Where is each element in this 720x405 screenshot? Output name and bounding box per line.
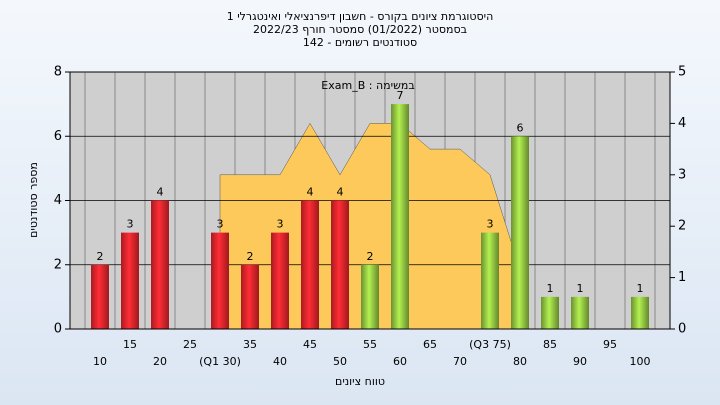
value-label: 3 [487, 218, 494, 231]
x-tick-label: 90 [573, 355, 587, 368]
y2-tick-label: 1 [678, 270, 686, 285]
x-tick-label: 10 [93, 355, 107, 368]
value-label: 1 [637, 282, 644, 295]
x-tick-label: 60 [393, 355, 407, 368]
bar [331, 200, 349, 329]
bar [91, 264, 109, 329]
bar [151, 200, 169, 329]
value-label: 3 [277, 218, 284, 231]
y2-tick-label: 0 [678, 322, 686, 337]
y-tick-label: 4 [54, 193, 62, 208]
x-tick-label: 35 [243, 338, 257, 351]
title-line: בסמסטר (01/2022) סמסטר חורף 2022/23 [253, 23, 467, 36]
value-label: 6 [517, 121, 524, 134]
value-label: 2 [367, 250, 374, 263]
bar [211, 232, 229, 329]
bar [481, 232, 499, 329]
y-tick-label: 6 [54, 129, 62, 144]
value-label: 4 [157, 186, 164, 199]
x-tick-label: 80 [513, 355, 527, 368]
x-tick-label: (Q3 75) [469, 338, 511, 351]
value-label: 3 [217, 218, 224, 231]
y-tick-label: 0 [54, 322, 62, 337]
value-label: 2 [97, 250, 104, 263]
y2-tick-label: 3 [678, 167, 686, 182]
value-label: 3 [127, 218, 134, 231]
bar [631, 296, 649, 329]
y-tick-label: 2 [54, 257, 62, 272]
x-tick-label: 55 [363, 338, 377, 351]
x-tick-label: (Q1 30) [199, 355, 241, 368]
x-tick-label: 100 [630, 355, 651, 368]
x-tick-label: 65 [423, 338, 437, 351]
annotation: Exam_B : במשימה [321, 79, 414, 92]
bar [121, 232, 139, 329]
x-tick-label: 40 [273, 355, 287, 368]
bar [241, 264, 259, 329]
x-tick-label: 70 [453, 355, 467, 368]
x-tick-label: 20 [153, 355, 167, 368]
y2-tick-label: 2 [678, 219, 686, 234]
x-tick-label: 85 [543, 338, 557, 351]
value-label: 4 [307, 186, 314, 199]
x-tick-label: 95 [603, 338, 617, 351]
title-line: היסטוגרמת ציונים בקורס - חשבון דיפרנציאל… [227, 10, 494, 23]
x-axis-label: טווח ציונים [335, 375, 385, 388]
x-tick-label: 15 [123, 338, 137, 351]
value-label: 2 [247, 250, 254, 263]
y2-tick-label: 5 [678, 65, 686, 80]
bar [571, 296, 589, 329]
bar [361, 264, 379, 329]
bar [301, 200, 319, 329]
value-label: 1 [547, 282, 554, 295]
value-label: 1 [577, 282, 584, 295]
x-tick-label: 50 [333, 355, 347, 368]
bar [391, 104, 409, 329]
y-axis-label: מספר סטודנטים [27, 162, 40, 238]
title-line: סטודנטים רשומים - 142 [303, 36, 417, 49]
y-tick-label: 8 [54, 65, 62, 80]
x-tick-label: 25 [183, 338, 197, 351]
value-label: 7 [397, 89, 404, 102]
bar [541, 296, 559, 329]
bar [271, 232, 289, 329]
value-label: 4 [337, 186, 344, 199]
bar [511, 136, 529, 329]
y2-tick-label: 4 [678, 116, 686, 131]
x-tick-label: 45 [303, 338, 317, 351]
